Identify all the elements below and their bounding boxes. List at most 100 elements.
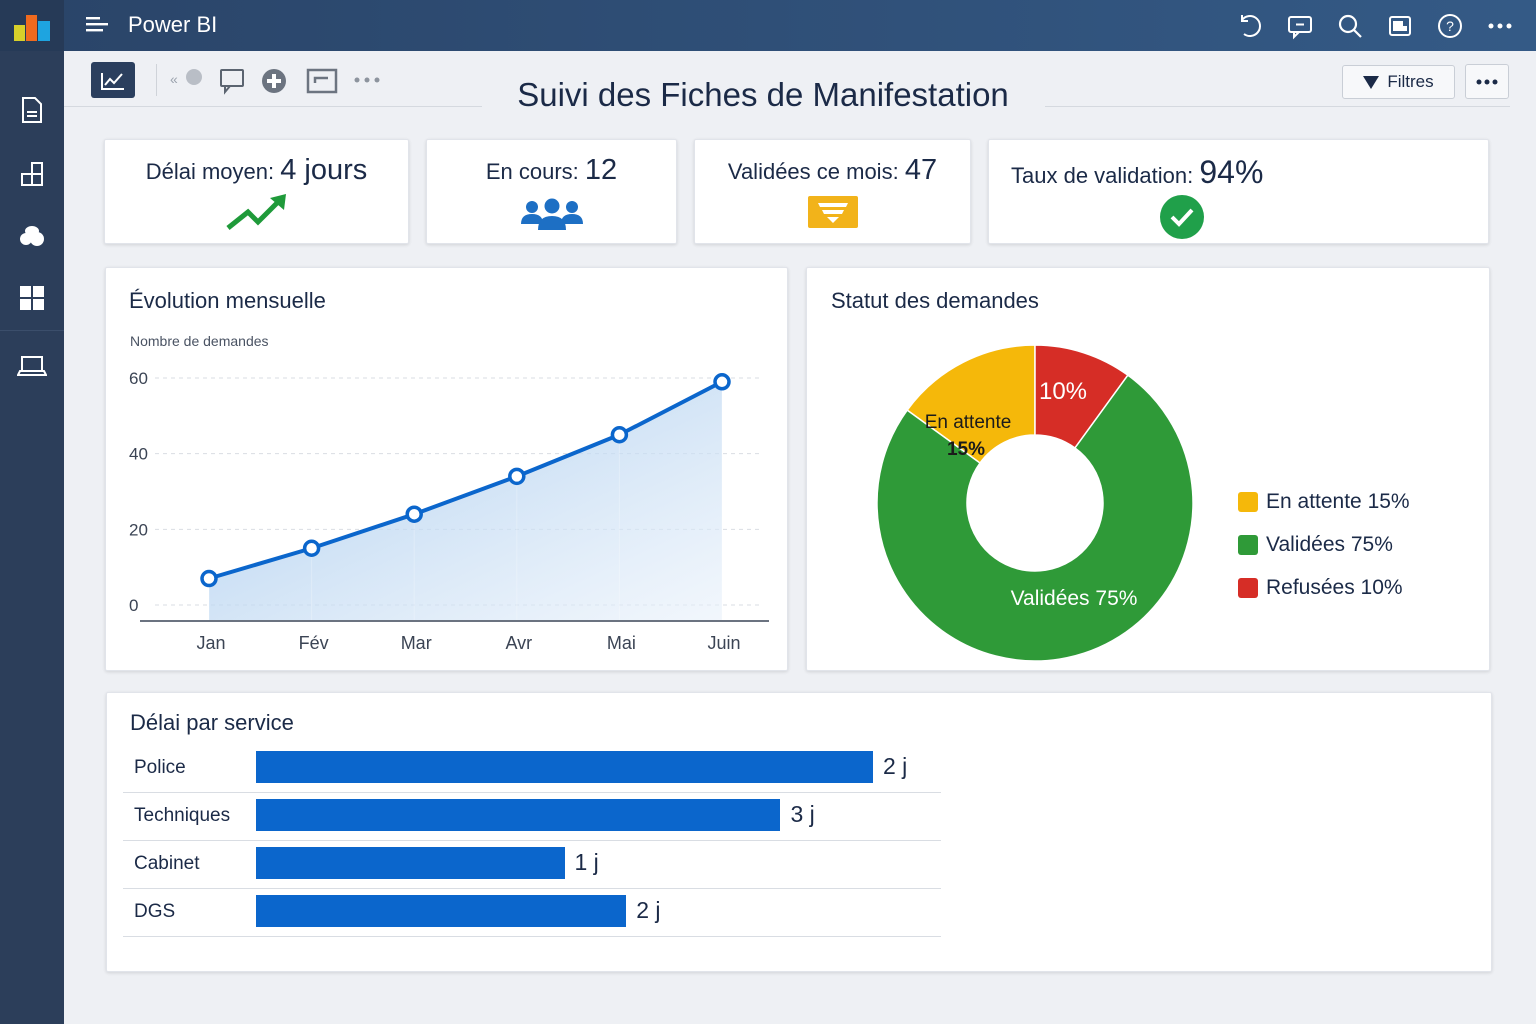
data-icon[interactable] [0,211,64,261]
hamburger-menu-icon[interactable] [86,15,110,35]
x-tick-label: Jan [196,633,225,653]
report-icon[interactable] [0,85,64,135]
kpi-card-taux[interactable]: Taux de validation: 94% [988,139,1489,244]
power-bi-logo[interactable] [0,0,64,51]
bar-value-label: 3 j [790,801,815,827]
data-point[interactable] [302,539,321,557]
data-point[interactable] [200,569,218,588]
y-tick-label: 60 [129,369,148,388]
check-circle-icon [1160,195,1204,239]
kpi-label: Validées ce mois: [727,159,905,184]
legend-label: Refusées 10% [1266,575,1403,599]
data-point[interactable] [610,426,629,444]
more-toolbar-icon[interactable] [352,70,382,90]
donut-slice-validees[interactable] [876,374,1194,662]
bar-row[interactable]: Cabinet 1 j [123,841,941,889]
kpi-text: Taux de validation: 94% [1011,154,1263,191]
line-series [208,380,723,581]
bar-row[interactable]: DGS 2 j [123,889,941,937]
funnel-icon [807,196,858,228]
y-axis-label: Nombre de demandes [130,333,269,349]
kpi-value: 12 [584,154,618,186]
y-tick-label: 20 [129,520,148,539]
kpi-text: Validées ce mois: 47 [695,154,970,187]
data-point[interactable] [713,373,731,391]
bar [256,751,873,783]
line-chart-title: Évolution mensuelle [129,288,326,313]
bar [256,847,565,879]
filters-button[interactable]: Filtres [1342,65,1455,99]
frame-icon[interactable] [304,66,340,96]
x-tick-label: Mai [607,633,636,653]
legend-swatch [1238,491,1258,512]
line-area-fill [209,381,722,621]
legend-label: Validées 75% [1266,532,1393,556]
visual-icon[interactable] [91,62,135,98]
more-button[interactable] [1465,64,1509,99]
help-icon[interactable]: ? [1434,10,1466,42]
bar-label: DGS [134,901,176,922]
kpi-card-validees[interactable]: Validées ce mois: 47 [694,139,971,244]
trend-up-icon [225,194,286,230]
x-tick-label: Juin [707,633,740,653]
kpi-card-delai[interactable]: Délai moyen: 4 jours [104,139,409,244]
kpi-value: 94% [1199,154,1264,190]
kpi-card-en-cours[interactable]: En cours: 12 [426,139,677,244]
legend-item: Refusées 10% [1238,566,1410,609]
toolbar-divider [64,106,482,107]
y-tick-label: 0 [129,596,138,615]
legend-item: En attente 15% [1238,480,1410,523]
svg-text:?: ? [1446,18,1454,34]
bar-value-label: 2 j [636,897,661,923]
donut-chart-title: Statut des demandes [831,288,1039,313]
svg-text:«: « [170,71,178,87]
people-icon [520,198,583,230]
donut-slice-en-attente[interactable] [906,344,1036,465]
bar [256,895,627,927]
data-point[interactable] [508,467,526,486]
bar-value-label: 1 j [574,849,599,875]
bar-value-label: 2 j [883,753,908,779]
collapse-icon[interactable]: « [168,66,206,90]
bar-row[interactable]: Police 2 j [123,745,941,793]
pages-icon[interactable] [0,149,64,199]
kpi-value: 47 [904,154,938,186]
bar-label: Police [134,757,186,778]
x-tick-label: Avr [505,633,532,653]
bar [256,799,781,831]
line-chart: 0 20 40 60 Jan Fév Mar Avr Mai Juin [129,369,769,653]
legend-item: Validées 75% [1238,523,1410,566]
sidebar-divider [0,330,64,331]
slice-pct-label: 10% [1039,378,1087,405]
bar-chart-title: Délai par service [130,710,294,735]
slice-pct-label: 15% [947,439,985,460]
data-point[interactable] [405,505,423,523]
add-icon[interactable] [258,66,290,96]
page-title: Suivi des Fiches de Manifestation [517,76,1009,113]
x-tick-label: Fév [299,633,329,653]
donut-legend: En attente 15% Validées 75% Refusées 10% [1238,480,1410,609]
kpi-label: Délai moyen: [145,159,281,184]
legend-label: En attente 15% [1266,489,1410,513]
view-icon[interactable] [1384,10,1416,42]
filters-label: Filtres [1387,72,1434,91]
more-options-icon[interactable] [1484,10,1516,42]
kpi-label: Taux de validation: [1011,163,1200,188]
comment-icon[interactable] [1284,10,1316,42]
power-bi-logo-icon [14,14,50,41]
app-title: Power BI [128,12,218,37]
legend-swatch [1238,534,1258,555]
undo-icon[interactable] [1234,10,1266,42]
legend-swatch [1238,577,1258,598]
dashboard-icon[interactable] [0,273,64,323]
x-tick-label: Mar [401,633,432,653]
toolbar-separator [156,64,157,96]
comment-toolbar-icon[interactable] [216,66,248,96]
laptop-icon[interactable] [0,341,64,391]
sidebar [0,51,64,1024]
slice-label: Validées 75% [1011,587,1138,610]
search-icon[interactable] [1334,10,1366,42]
bar-label: Techniques [134,805,231,826]
bar-row[interactable]: Techniques 3 j [123,793,941,841]
filter-triangle-icon [1363,75,1380,89]
